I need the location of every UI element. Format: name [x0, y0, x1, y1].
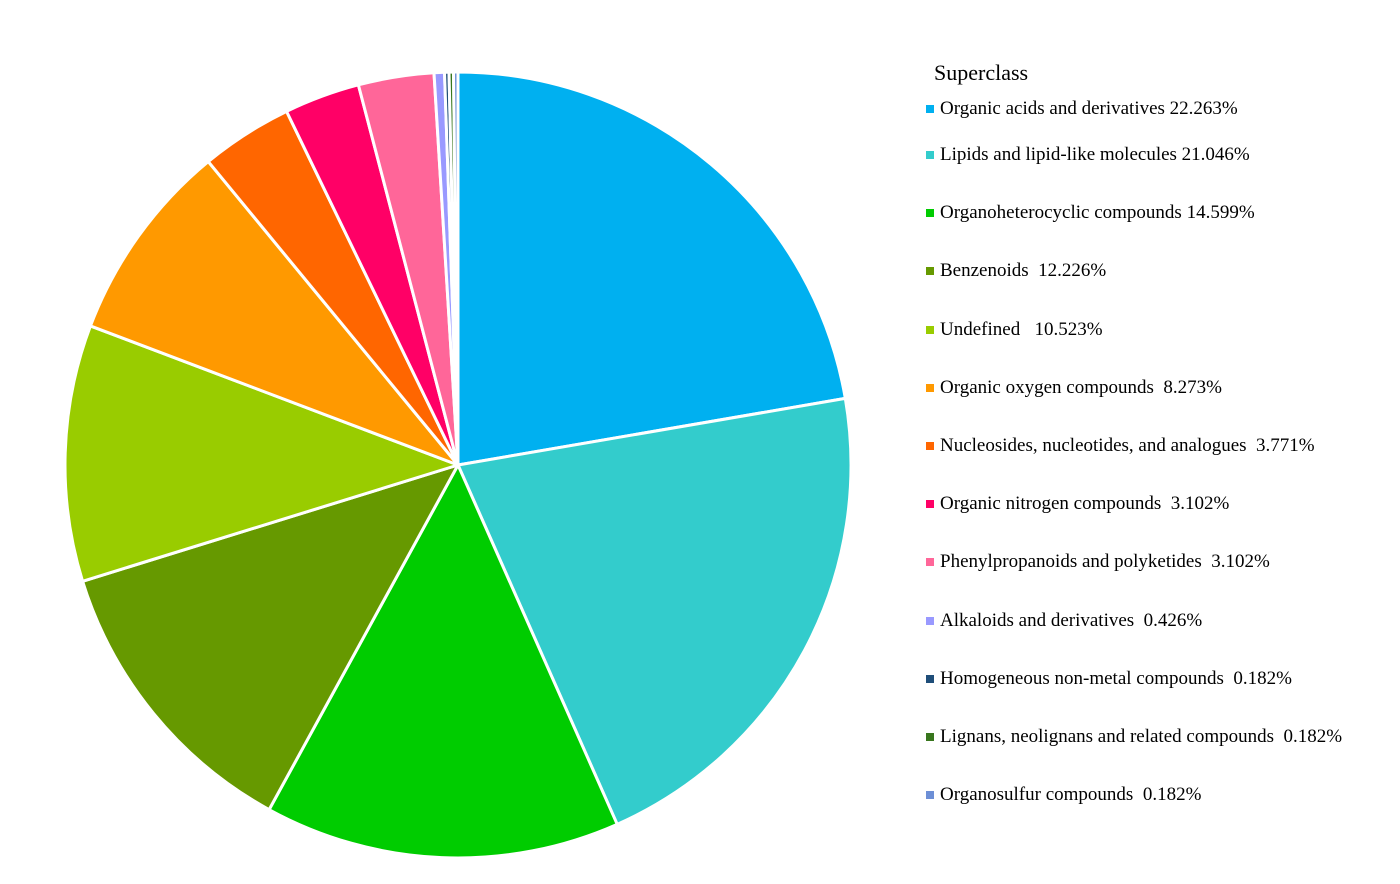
- legend-items: Organic acids and derivatives 22.263% Lip…: [926, 92, 1396, 824]
- legend-swatch: [926, 442, 934, 451]
- legend-item-1: Organic acids and derivatives 22.263%: [926, 92, 1396, 126]
- legend-label: Organosulfur compounds 0.182%: [940, 784, 1202, 806]
- legend-label: Alkaloids and derivatives 0.426%: [940, 609, 1203, 631]
- legend-label: Organic acids and derivatives 22.263%: [940, 98, 1238, 119]
- legend-swatch: [926, 325, 934, 334]
- legend-swatch: [926, 616, 934, 625]
- legend: Superclass Organic acids and derivatives…: [926, 58, 1396, 824]
- legend-swatch: [926, 105, 934, 113]
- legend-label: Lipids and lipid-like molecules 21.046%: [940, 144, 1250, 166]
- legend-item-10: Alkaloids and derivatives 0.426%: [926, 592, 1396, 650]
- legend-label: Phenylpropanoids and polyketides 3.102%: [940, 551, 1270, 573]
- legend-label: Organoheterocyclic compounds 14.599%: [940, 202, 1255, 224]
- legend-title: Superclass: [934, 60, 1029, 85]
- legend-item-13: Organosulfur compounds 0.182%: [926, 766, 1396, 824]
- pie-slice-1: [456, 70, 847, 467]
- pie-slice-4: [81, 463, 460, 812]
- legend-item-5: Undefined 10.523%: [926, 301, 1396, 359]
- legend-item-8: Organic nitrogen compounds 3.102%: [926, 475, 1396, 533]
- pie-slice-6: [88, 160, 460, 467]
- pie-slice-5: [63, 324, 460, 583]
- legend-label: Organic nitrogen compounds 3.102%: [940, 493, 1230, 515]
- legend-item-9: Phenylpropanoids and polyketides 3.102%: [926, 533, 1396, 591]
- legend-label: Nucleosides, nucleotides, and analogues …: [940, 435, 1315, 457]
- pie-plot: [63, 70, 853, 860]
- legend-swatch: [926, 209, 934, 218]
- legend-swatch: [926, 674, 934, 683]
- pie-slice-2: [456, 396, 853, 826]
- legend-swatch: [926, 791, 934, 800]
- legend-item-6: Organic oxygen compounds 8.273%: [926, 359, 1396, 417]
- legend-item-2: Lipids and lipid-like molecules 21.046%: [926, 126, 1396, 184]
- legend-item-3: Organoheterocyclic compounds 14.599%: [926, 184, 1396, 242]
- legend-item-4: Benzenoids 12.226%: [926, 242, 1396, 300]
- legend-swatch: [926, 151, 934, 160]
- legend-item-11: Homogeneous non-metal compounds 0.182%: [926, 650, 1396, 708]
- legend-swatch: [926, 558, 934, 567]
- legend-swatch: [926, 267, 934, 276]
- legend-swatch: [926, 732, 934, 741]
- legend-swatch: [926, 383, 934, 392]
- legend-item-12: Lignans, neolignans and related compound…: [926, 708, 1396, 766]
- legend-item-7: Nucleosides, nucleotides, and analogues …: [926, 417, 1396, 475]
- legend-label: Undefined 10.523%: [940, 318, 1103, 340]
- pie-slice-13: [452, 70, 460, 467]
- legend-label: Benzenoids 12.226%: [940, 260, 1107, 282]
- legend-label: Homogeneous non-metal compounds 0.182%: [940, 667, 1292, 689]
- legend-label: Lignans, neolignans and related compound…: [940, 725, 1343, 747]
- legend-label: Organic oxygen compounds 8.273%: [940, 376, 1222, 398]
- pie-slice-3: [267, 463, 619, 860]
- legend-swatch: [926, 500, 934, 509]
